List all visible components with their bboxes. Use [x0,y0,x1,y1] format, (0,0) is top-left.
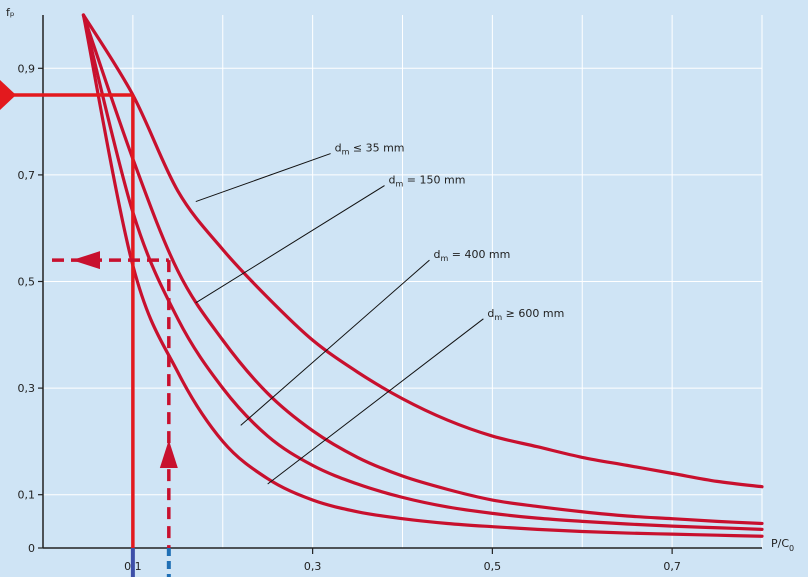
x-axis-label-main: P/C [771,537,789,550]
series-label-sub: m [440,254,448,263]
ticks: 00,10,30,50,70,90,10,30,50,7 [18,62,681,573]
series-label-main: d [389,174,396,187]
x-axis-label-sub: 0 [789,544,794,553]
series-label-3: dm = 400 mm [433,248,510,263]
curve-series-1 [81,13,764,489]
y-tick-label: 0,1 [18,489,36,502]
curve-series-3 [81,13,764,531]
series-label-4: dm ≥ 600 mm [487,307,564,322]
x-tick-label: 0,5 [484,560,502,573]
series-label-rest: ≥ 600 mm [502,307,564,320]
curves [81,13,764,538]
series-label-sub: m [494,313,502,322]
series-label-main: d [335,142,342,155]
series-label-rest: = 150 mm [403,174,465,187]
series-label-sub: m [396,180,404,189]
leader-line-3 [240,259,430,426]
leader-line-2 [195,185,385,304]
leader-line-1 [195,153,331,203]
series-label-sub: m [342,148,350,157]
series-label-main: d [433,248,440,261]
grid [43,15,763,548]
arrow-left-dashed-icon [72,251,100,270]
arrow-up-dashed-icon [159,440,178,468]
y-tick-label: 0,7 [18,169,36,182]
y-axis-label: fₚ [6,6,15,19]
curve-series-2 [81,13,764,526]
series-label-1: dm ≤ 35 mm [335,142,405,157]
y-tick-label: 0,5 [18,276,36,289]
series-label-rest: = 400 mm [448,248,510,261]
example-lines [0,79,178,577]
arrow-left-marker [0,79,16,110]
x-axis-label: P/C0 [771,537,794,553]
x-tick-label: 0,7 [663,560,681,573]
series-label-main: d [487,307,494,320]
y-tick-label: 0,9 [18,62,36,75]
y-tick-label: 0 [28,542,35,555]
y-tick-label: 0,3 [18,382,36,395]
annotation-leaders [195,153,484,485]
series-label-rest: ≤ 35 mm [349,142,404,155]
leader-line-4 [267,318,484,485]
x-tick-label: 0,3 [304,560,322,573]
series-label-2: dm = 150 mm [389,174,466,189]
curve-series-4 [81,13,764,538]
